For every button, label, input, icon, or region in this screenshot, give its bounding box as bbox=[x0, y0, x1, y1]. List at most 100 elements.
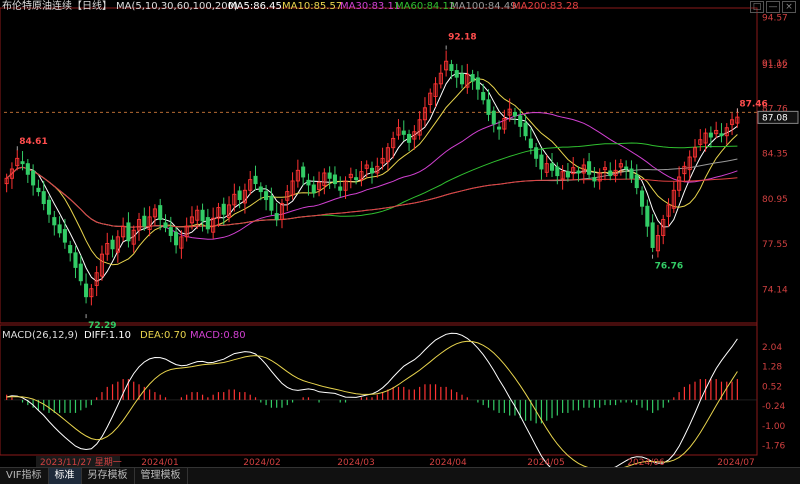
candle-body bbox=[126, 222, 131, 242]
candle-body bbox=[507, 108, 512, 116]
candle bbox=[396, 119, 401, 140]
candle bbox=[332, 166, 337, 189]
candle bbox=[470, 69, 475, 90]
candle bbox=[560, 165, 565, 190]
candle-body bbox=[31, 170, 36, 186]
candle-body bbox=[158, 205, 163, 220]
macd-tick-label: 0.52 bbox=[762, 382, 782, 392]
candle-body bbox=[237, 190, 242, 201]
candle bbox=[385, 143, 390, 171]
price-tick-label: 74.14 bbox=[762, 286, 788, 296]
candle-body bbox=[179, 236, 184, 249]
candle-body bbox=[94, 272, 99, 286]
tab-standard[interactable]: 标准 bbox=[48, 468, 82, 484]
candle bbox=[571, 157, 576, 181]
candle-body bbox=[655, 235, 660, 252]
candle bbox=[147, 206, 152, 237]
price-panel-frame bbox=[0, 7, 758, 324]
candle bbox=[163, 214, 168, 233]
candle bbox=[608, 162, 613, 181]
candle bbox=[158, 198, 163, 231]
candle-body bbox=[666, 204, 671, 217]
candle bbox=[375, 157, 380, 178]
candle-body bbox=[211, 217, 216, 233]
candle bbox=[15, 149, 20, 171]
candle-body bbox=[20, 161, 25, 165]
candle bbox=[290, 172, 295, 200]
candle bbox=[20, 151, 25, 171]
candle bbox=[422, 97, 427, 127]
candle-body bbox=[587, 161, 592, 175]
macd-macd-value: MACD:0.80 bbox=[190, 330, 246, 341]
candle bbox=[306, 173, 311, 196]
candle bbox=[258, 182, 263, 201]
candle bbox=[512, 107, 518, 125]
candle-body bbox=[301, 166, 306, 178]
candle-body bbox=[163, 222, 168, 228]
candle bbox=[444, 50, 449, 77]
candle bbox=[655, 224, 660, 258]
candle bbox=[369, 161, 375, 184]
candle-body bbox=[634, 174, 639, 189]
candle-body bbox=[115, 236, 120, 253]
tab-vif-indicator[interactable]: VIF指标 bbox=[0, 468, 49, 484]
candle-body bbox=[428, 92, 433, 105]
candle bbox=[565, 163, 570, 182]
minimize-button[interactable]: — bbox=[766, 1, 780, 13]
candle-body bbox=[279, 203, 285, 220]
tab-save-template[interactable]: 另存模板 bbox=[82, 468, 135, 484]
candle-body bbox=[735, 116, 740, 124]
candle bbox=[417, 111, 422, 140]
candle bbox=[528, 128, 533, 155]
candle-body bbox=[677, 176, 682, 191]
candle-body bbox=[544, 163, 549, 173]
x-tick-label: 2024/04 bbox=[429, 458, 467, 468]
macd-tick-label: -0.24 bbox=[762, 402, 786, 412]
candle-body bbox=[57, 224, 62, 234]
candle-body bbox=[565, 171, 570, 178]
candle bbox=[211, 207, 216, 239]
candle-body bbox=[327, 172, 332, 179]
candle bbox=[253, 165, 258, 191]
candle bbox=[592, 166, 597, 188]
candle-body bbox=[417, 119, 422, 136]
candle-body bbox=[571, 167, 576, 175]
candle bbox=[221, 197, 226, 225]
candle bbox=[348, 167, 353, 189]
candle bbox=[205, 208, 210, 234]
candle bbox=[640, 186, 645, 215]
tab-manage-template[interactable]: 管理模板 bbox=[135, 468, 188, 484]
macd-dea-value: DEA:0.70 bbox=[140, 330, 186, 341]
candle bbox=[41, 180, 46, 211]
candle-body bbox=[332, 174, 337, 185]
candle bbox=[152, 204, 157, 226]
candle bbox=[581, 158, 586, 184]
candle bbox=[401, 120, 406, 142]
candle-body bbox=[602, 167, 608, 171]
candle bbox=[555, 162, 560, 185]
candle bbox=[698, 129, 703, 152]
candle bbox=[142, 207, 147, 231]
candle-body bbox=[343, 180, 348, 191]
candle-body bbox=[645, 205, 650, 227]
candle-body bbox=[703, 132, 708, 144]
candle-body bbox=[454, 70, 459, 78]
candle bbox=[539, 148, 544, 180]
hover-date-box bbox=[36, 456, 120, 467]
maximize-button[interactable]: □ bbox=[750, 1, 764, 13]
close-button[interactable]: × bbox=[782, 1, 796, 13]
candle-body bbox=[152, 208, 157, 218]
candle bbox=[295, 159, 300, 188]
candle-body bbox=[89, 288, 94, 298]
price-tick-label: 91.02 bbox=[762, 61, 788, 71]
candle-body bbox=[105, 243, 110, 255]
price-tick-label: 87.08 bbox=[762, 113, 788, 123]
candle bbox=[465, 63, 470, 94]
candle-body bbox=[285, 191, 290, 201]
candle-body bbox=[629, 168, 634, 179]
x-tick-label: 2024/07 bbox=[717, 458, 754, 468]
candle-body bbox=[348, 173, 353, 179]
candle-body bbox=[412, 131, 417, 140]
candle-body bbox=[481, 92, 486, 101]
